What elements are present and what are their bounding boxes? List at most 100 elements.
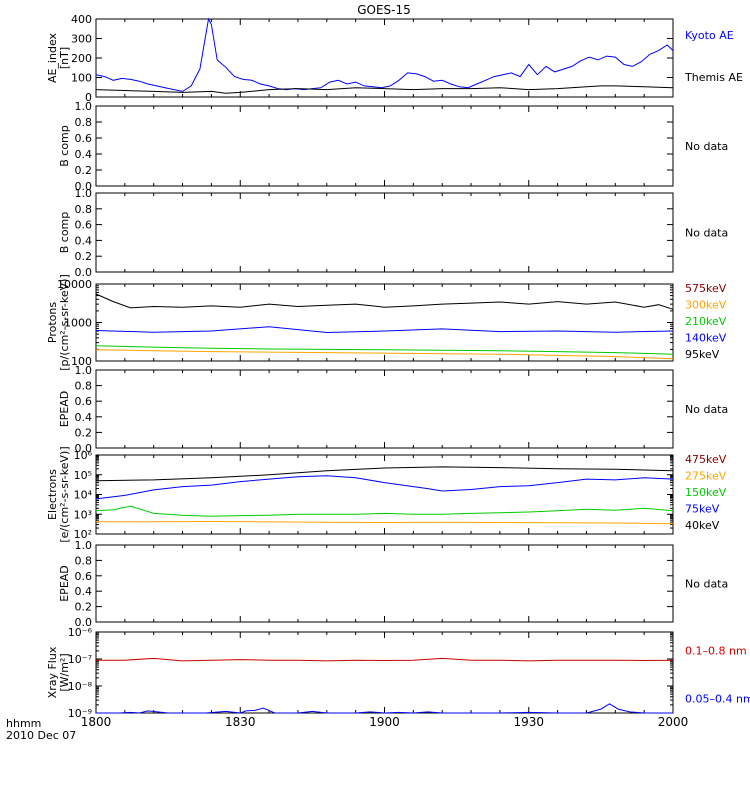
- panel-4: 100 1000 10000 Protons [p/(cm²-s-sr-keV)] 575…: [46, 274, 727, 371]
- y-tick-label: 1.0: [75, 539, 93, 552]
- y-tick-label: 0.2: [75, 250, 93, 263]
- y-tick-label: 10⁻⁶: [68, 626, 93, 639]
- y-tick-label: 0.4: [75, 234, 93, 247]
- y-axis-label: AE_index: [46, 32, 59, 83]
- y-tick-label: 10000: [57, 278, 92, 291]
- y-tick-label: 0.4: [75, 411, 93, 424]
- series-line-0-05-0-4-nm: [96, 703, 673, 714]
- panel-frame: [95, 192, 674, 273]
- y-tick-label: 1.0: [75, 187, 93, 200]
- legend-label-Themis-AE: Themis AE: [684, 71, 743, 84]
- y-tick-label: 1000: [64, 317, 92, 330]
- y-tick-label: 1.0: [75, 364, 93, 377]
- y-tick-label: 100: [71, 355, 92, 368]
- y-tick-label: 0.6: [75, 219, 93, 232]
- series-line-300keV: [95, 349, 674, 360]
- series-line-0-1-0-8-nm: [96, 657, 674, 662]
- y-axis-label: Protons: [46, 302, 59, 343]
- series-line-75keV: [95, 475, 674, 500]
- y-tick-label: 0: [85, 91, 92, 104]
- y-tick-label: 10⁶: [74, 449, 93, 462]
- panel-frame: [95, 105, 674, 187]
- legend-label-300keV: 300keV: [685, 299, 727, 312]
- series-line-150keV: [95, 505, 674, 517]
- y-tick-label: 0.6: [75, 570, 93, 583]
- panel-6: 10² 10³ 10⁴ 10⁵ 10⁶ Electrons [e/(cm²-s-sr-keV…: [46, 446, 727, 542]
- y-tick-label: 200: [71, 52, 92, 65]
- y-tick-label: 0.8: [75, 116, 93, 129]
- y-tick-label: 0.8: [75, 203, 93, 216]
- y-tick-label: 10⁻⁷: [68, 653, 92, 666]
- x-tick-label: 1830: [225, 715, 256, 729]
- panel-frame: [95, 631, 674, 714]
- x-tick-label: 1800: [81, 715, 112, 729]
- legend-label-210keV: 210keV: [685, 315, 727, 328]
- panel-5: 0.0 0.2 0.4 0.6 0.8 1.0 EPEAD No data: [58, 364, 728, 455]
- panel-7: 0.0 0.2 0.4 0.6 0.8 1.0 EPEAD No data: [58, 539, 728, 629]
- no-data-label: No data: [685, 140, 728, 153]
- legend-label-475keV: 475keV: [685, 453, 727, 466]
- series-line-210keV: [95, 345, 674, 355]
- x-tick-label: 1900: [369, 715, 400, 729]
- y-tick-label: 0.0: [75, 442, 93, 455]
- y-tick-label: 10⁵: [74, 469, 92, 482]
- y-tick-label: 1.0: [75, 100, 93, 113]
- y-tick-label: 100: [71, 72, 92, 85]
- y-tick-label: 0.2: [75, 601, 93, 614]
- y-tick-label: 0.6: [75, 132, 93, 145]
- y-tick-label: 0.0: [75, 616, 93, 629]
- y-axis-label: EPEAD: [58, 565, 71, 602]
- y-axis-label: [W/m²]: [58, 653, 71, 691]
- y-axis-label: B comp: [58, 125, 71, 167]
- y-tick-label: 0.4: [75, 148, 93, 161]
- series-line-140keV: [95, 326, 674, 334]
- no-data-label: No data: [685, 403, 728, 416]
- y-axis-label: [e/(cm²-s-sr-keV)]: [58, 446, 71, 542]
- legend-label-140keV: 140keV: [685, 332, 727, 345]
- y-axis-label: [p/(cm²-s-sr-keV)]: [58, 274, 71, 371]
- chart-title: GOES-15: [357, 3, 411, 17]
- series-line-275keV: [96, 520, 674, 525]
- y-tick-label: 0.0: [75, 266, 93, 279]
- x-tick-label: 1930: [513, 715, 544, 729]
- legend-label-575keV: 575keV: [685, 282, 727, 295]
- legend-label-0-1-0-8-nm: 0.1–0.8 nm: [685, 645, 747, 658]
- y-axis-label: B comp: [58, 212, 71, 254]
- y-tick-label: 0.0: [75, 180, 93, 193]
- legend-label-95keV: 95keV: [685, 348, 720, 361]
- x-corner-label-hhmm: hhmm: [6, 717, 41, 730]
- y-tick-label: 10⁴: [74, 489, 93, 502]
- series-line-95keV: [95, 293, 674, 310]
- legend-label-40keV: 40keV: [685, 519, 720, 532]
- y-tick-label: 0.4: [75, 585, 93, 598]
- y-tick-label: 10³: [74, 508, 92, 521]
- y-tick-label: 0.2: [75, 164, 93, 177]
- panel-frame: [95, 544, 674, 623]
- panel-1: 0 100 200 300 400 AE_index [nT] Kyoto AE Themis …: [46, 13, 743, 104]
- panel-8: 10⁻⁹ 10⁻⁸ 10⁻⁷ 10⁻⁶ Xray Flux [W/m²] 0.1–0.8 n…: [46, 626, 750, 720]
- series-line-Themis-AE: [95, 85, 674, 94]
- y-axis-label: [nT]: [58, 47, 71, 69]
- legend-label-Kyoto-AE: Kyoto AE: [685, 29, 734, 42]
- panel-3: 0.0 0.2 0.4 0.6 0.8 1.0 B comp No data: [58, 187, 728, 279]
- x-corner-label-date: 2010 Dec 07: [6, 729, 76, 742]
- y-tick-label: 10⁻⁹: [68, 707, 92, 720]
- legend-label-150keV: 150keV: [685, 486, 727, 499]
- legend-label-275keV: 275keV: [685, 470, 727, 483]
- panel-2: 0.0 0.2 0.4 0.6 0.8 1.0 B comp No data: [58, 100, 728, 193]
- x-tick-label: 2000: [658, 715, 689, 729]
- y-tick-label: 400: [71, 13, 92, 26]
- y-tick-label: 300: [71, 33, 92, 46]
- legend-label-75keV: 75keV: [685, 503, 720, 516]
- legend-label-0-05-0-4-nm: 0.05–0.4 nm: [685, 693, 750, 706]
- y-axis-label: Electrons: [46, 469, 59, 520]
- y-tick-label: 0.8: [75, 380, 93, 393]
- y-tick-label: 10⁻⁸: [68, 680, 93, 693]
- y-tick-label: 0.2: [75, 426, 93, 439]
- x-axis: 1800 1830 1900 1930 2000: [81, 715, 689, 729]
- panels-group: 0 100 200 300 400 AE_index [nT] Kyoto AE Themis …: [46, 13, 750, 720]
- y-axis-label: Xray Flux: [46, 646, 59, 698]
- y-axis-label: EPEAD: [58, 391, 71, 428]
- y-tick-label: 0.6: [75, 395, 93, 408]
